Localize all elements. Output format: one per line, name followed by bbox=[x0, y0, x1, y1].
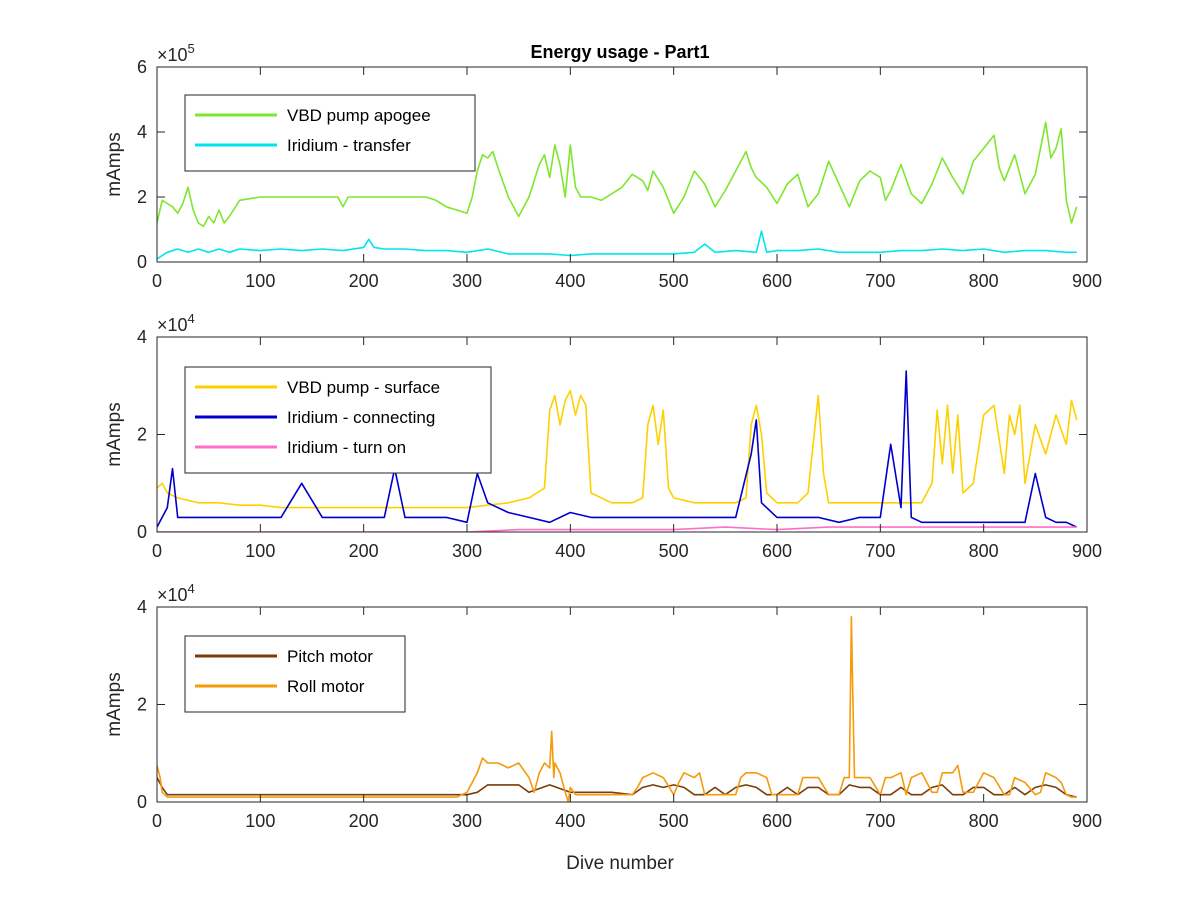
y-tick-label: 2 bbox=[137, 695, 147, 715]
y-tick-label: 4 bbox=[137, 122, 147, 142]
y-tick-label: 6 bbox=[137, 57, 147, 77]
subplot-3: 0 100 200 300 400 500 600 700 800 900 0 2 4 ×104 mAmps… bbox=[104, 581, 1102, 831]
y-tick-label: 0 bbox=[137, 522, 147, 542]
series-line-2 bbox=[157, 370, 1078, 528]
x-tick-label: 800 bbox=[969, 541, 999, 561]
x-tick-label: 700 bbox=[865, 811, 895, 831]
series-line-2 bbox=[157, 615, 1077, 802]
legend-box bbox=[184, 366, 492, 474]
series-line-1 bbox=[157, 121, 1078, 228]
x-tick-label: 400 bbox=[555, 541, 585, 561]
x-tick-label: 500 bbox=[659, 811, 689, 831]
x-tick-label: 700 bbox=[865, 271, 895, 291]
y-exponent-label: ×104 bbox=[157, 581, 195, 605]
x-tick-label: 800 bbox=[969, 271, 999, 291]
x-tick-label: 100 bbox=[245, 811, 275, 831]
legend-label: VBD pump - surface bbox=[287, 378, 440, 397]
y-axis-label: mAmps bbox=[104, 672, 125, 736]
axes-box bbox=[156, 66, 1088, 263]
x-tick-label: 200 bbox=[349, 541, 379, 561]
subplots: 0 100 200 300 400 500 600 700 800 9000246×105mAmp… bbox=[104, 41, 1102, 831]
series-group bbox=[157, 370, 1078, 532]
x-tick-label: 0 bbox=[152, 811, 162, 831]
x-tick-label: 600 bbox=[762, 271, 792, 291]
y-exponent-label: ×104 bbox=[157, 311, 195, 335]
legend-label: VBD pump apogee bbox=[287, 106, 431, 125]
y-tick-label: 0 bbox=[137, 792, 147, 812]
series-group bbox=[157, 121, 1078, 260]
subplot-1: 0 100 200 300 400 500 600 700 800 900 0 2 4 6 ×105 mAmp… bbox=[104, 41, 1102, 291]
legend-label: Iridium - turn on bbox=[287, 438, 406, 457]
x-tick-label: 100 bbox=[245, 271, 275, 291]
y-tick-label: 2 bbox=[137, 425, 147, 445]
x-axis-label: Dive number bbox=[566, 853, 674, 874]
x-tick-label: 200 bbox=[349, 271, 379, 291]
legend-label: Iridium - transfer bbox=[287, 136, 411, 155]
y-tick-label: 4 bbox=[137, 327, 147, 347]
x-tick-label: 700 bbox=[865, 541, 895, 561]
y-tick-label: 0 bbox=[137, 252, 147, 272]
x-tick-label: 300 bbox=[452, 811, 482, 831]
x-tick-label: 100 bbox=[245, 541, 275, 561]
x-tick-label: 600 bbox=[762, 541, 792, 561]
legend-label: Roll motor bbox=[287, 677, 365, 696]
x-tick-label: 600 bbox=[762, 811, 792, 831]
figure-title: Energy usage - Part1 bbox=[530, 42, 709, 62]
y-axis-label: mAmps bbox=[104, 132, 125, 196]
series-line-2 bbox=[157, 230, 1077, 260]
x-tick-label: 400 bbox=[555, 271, 585, 291]
y-tick-label: 4 bbox=[137, 597, 147, 617]
x-tick-label: 0 bbox=[152, 541, 162, 561]
legend-box bbox=[184, 635, 406, 713]
series-line-3 bbox=[157, 526, 1077, 532]
x-tick-label: 500 bbox=[659, 271, 689, 291]
x-tick-label: 800 bbox=[969, 811, 999, 831]
series-line-1 bbox=[157, 777, 1077, 798]
x-tick-label: 300 bbox=[452, 541, 482, 561]
subplot-2: 0 100 200 300 400 500 600 700 800 900 0 2 4 ×104 mAmps… bbox=[104, 311, 1102, 561]
legend-box bbox=[184, 94, 476, 172]
x-tick-label: 900 bbox=[1072, 271, 1102, 291]
series-line-1 bbox=[157, 389, 1078, 509]
x-tick-label: 500 bbox=[659, 541, 689, 561]
x-tick-label: 400 bbox=[555, 811, 585, 831]
y-axis-label: mAmps bbox=[104, 402, 125, 466]
x-tick-label: 900 bbox=[1072, 541, 1102, 561]
x-tick-label: 0 bbox=[152, 271, 162, 291]
y-tick-label: 2 bbox=[137, 187, 147, 207]
legend-label: Iridium - connecting bbox=[287, 408, 435, 427]
x-tick-label: 900 bbox=[1072, 811, 1102, 831]
legend-label: Pitch motor bbox=[287, 647, 373, 666]
x-tick-label: 300 bbox=[452, 271, 482, 291]
series-group bbox=[157, 615, 1077, 802]
x-tick-label: 200 bbox=[349, 811, 379, 831]
y-exponent-label: ×105 bbox=[157, 41, 195, 65]
